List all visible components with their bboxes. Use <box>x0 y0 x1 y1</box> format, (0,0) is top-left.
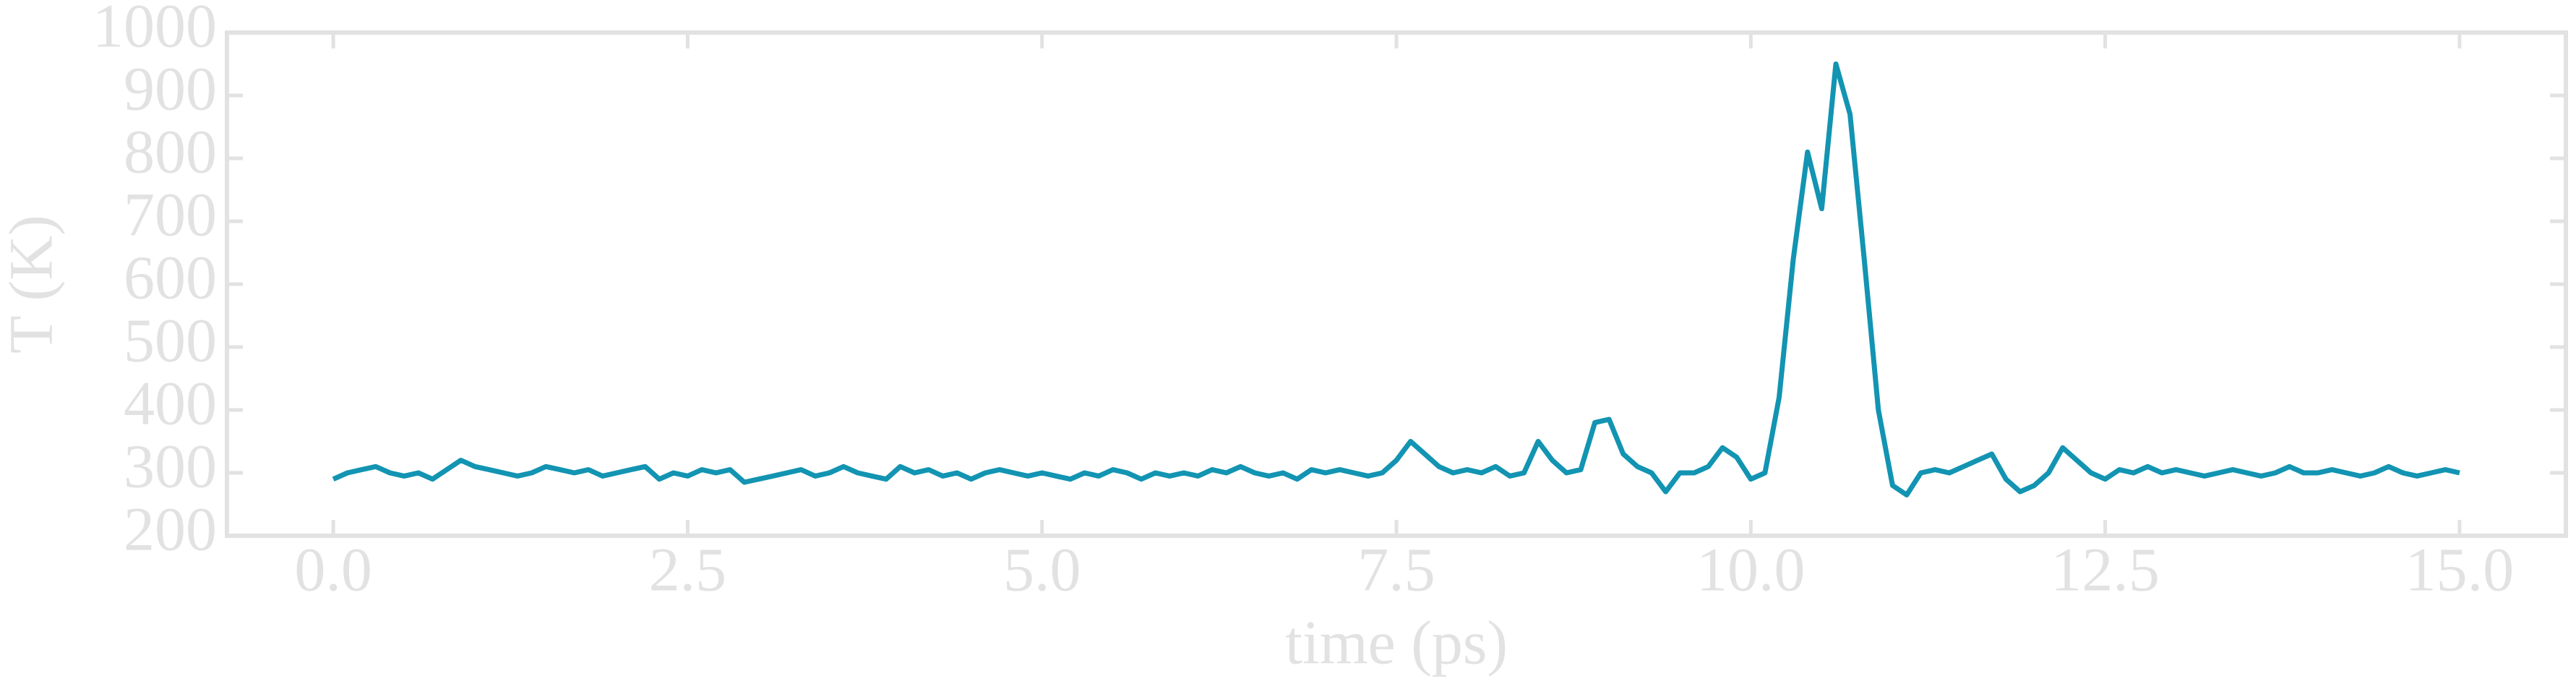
x-tick-label: 10.0 <box>1696 535 1806 604</box>
plot-frame <box>225 30 2568 538</box>
x-tick-label: 7.5 <box>1357 535 1435 604</box>
y-tick-label: 1000 <box>93 0 217 61</box>
y-tick-label: 900 <box>124 54 217 124</box>
x-axis-label: time (ps) <box>1285 608 1508 677</box>
y-tick-label: 500 <box>124 306 217 375</box>
x-tick-label: 5.0 <box>1003 535 1081 604</box>
x-tick-label: 2.5 <box>649 535 727 604</box>
y-tick-label: 400 <box>124 369 217 438</box>
x-tick-label: 12.5 <box>2051 535 2160 604</box>
x-tick-label: 15.0 <box>2405 535 2515 604</box>
x-tick-label: 0.0 <box>294 535 372 604</box>
y-axis-label: T (K) <box>0 215 66 354</box>
y-tick-label: 200 <box>124 495 217 564</box>
y-tick-label: 800 <box>124 117 217 187</box>
y-tick-label: 600 <box>124 243 217 312</box>
y-tick-label: 700 <box>124 180 217 249</box>
y-tick-label: 300 <box>124 432 217 501</box>
line-series <box>332 61 2460 497</box>
